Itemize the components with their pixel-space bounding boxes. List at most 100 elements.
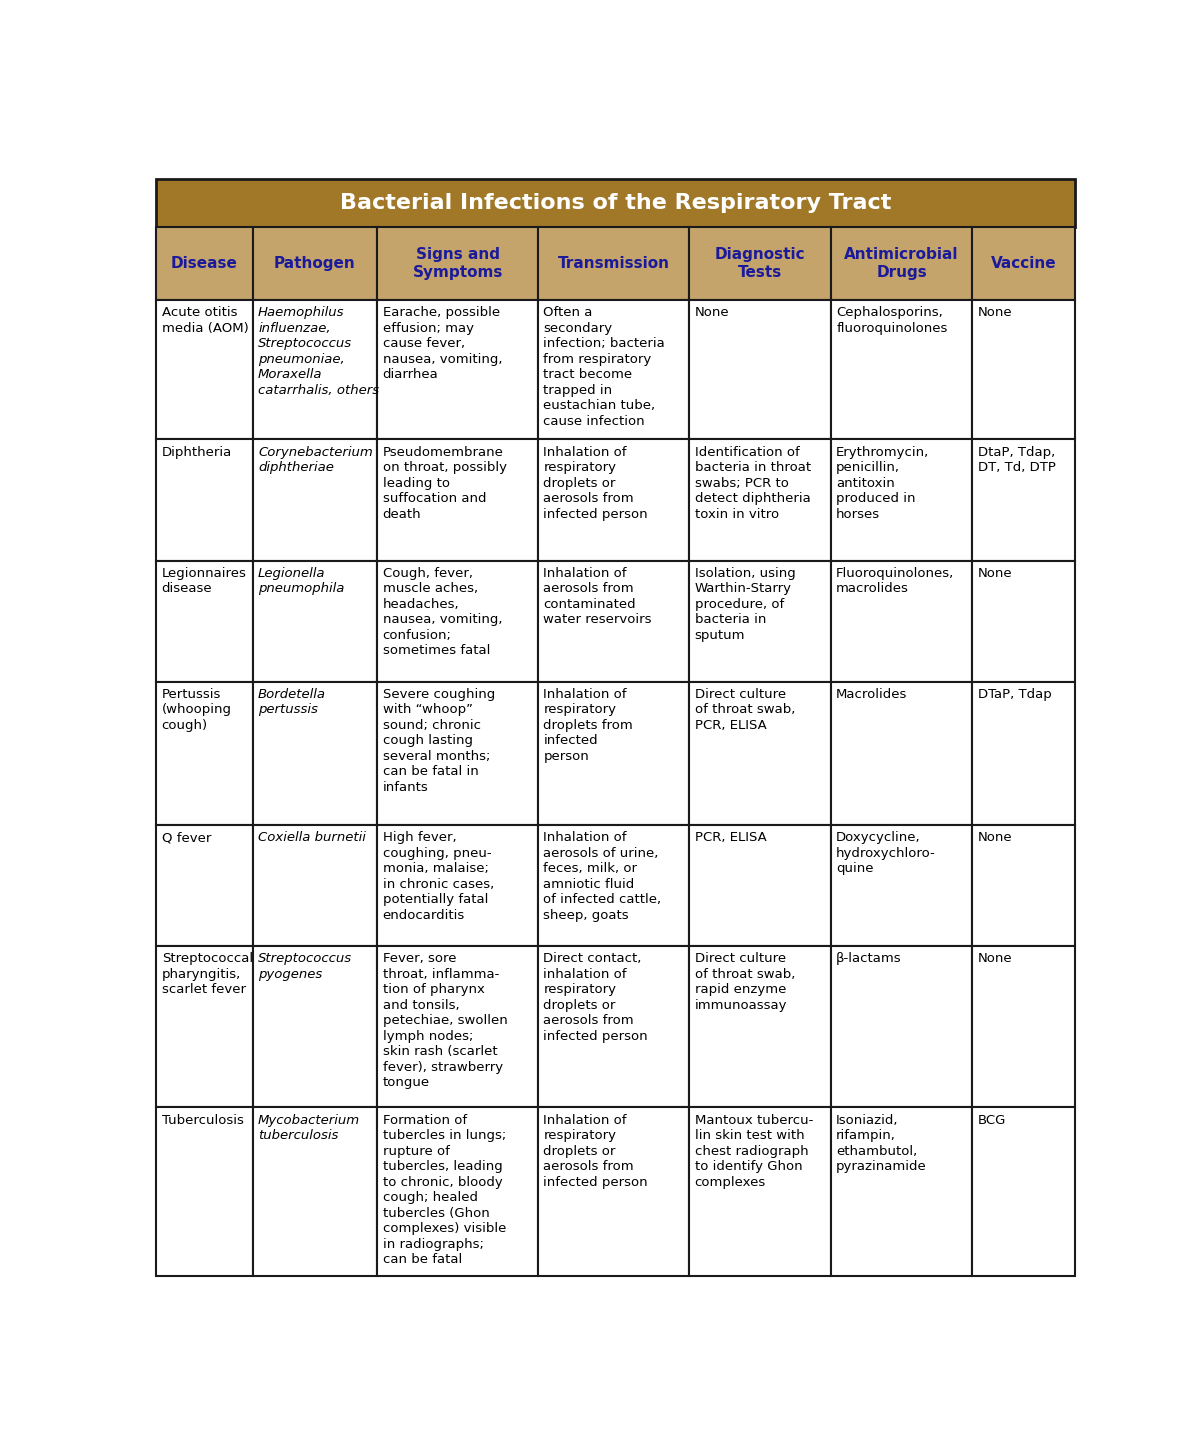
Bar xyxy=(252,561,377,682)
Text: Isolation, using
Warthin-Starry
procedure, of
bacteria in
sputum: Isolation, using Warthin-Starry procedur… xyxy=(694,566,795,641)
Bar xyxy=(156,561,252,682)
Text: Q fever: Q fever xyxy=(162,831,211,844)
Text: Fever, sore
throat, inflamma-
tion of pharynx
and tonsils,
petechiae, swollen
ly: Fever, sore throat, inflamma- tion of ph… xyxy=(383,953,508,1089)
Bar xyxy=(156,440,252,561)
Text: Mantoux tubercu-
lin skin test with
chest radiograph
to identify Ghon
complexes: Mantoux tubercu- lin skin test with ches… xyxy=(694,1114,813,1189)
Bar xyxy=(831,300,973,440)
Text: Diphtheria: Diphtheria xyxy=(162,445,232,458)
Text: Direct culture
of throat swab,
rapid enzyme
immunoassay: Direct culture of throat swab, rapid enz… xyxy=(694,953,795,1012)
Text: Signs and
Symptoms: Signs and Symptoms xyxy=(412,246,503,280)
Text: DTaP, Tdap: DTaP, Tdap xyxy=(978,687,1051,700)
Bar xyxy=(689,440,831,561)
Text: None: None xyxy=(978,953,1012,965)
Bar xyxy=(831,561,973,682)
Bar xyxy=(538,1108,689,1277)
Bar xyxy=(377,945,538,1108)
Bar xyxy=(377,1108,538,1277)
Text: High fever,
coughing, pneu-
monia, malaise;
in chronic cases,
potentially fatal
: High fever, coughing, pneu- monia, malai… xyxy=(383,831,494,921)
Text: Diagnostic
Tests: Diagnostic Tests xyxy=(715,246,806,280)
Text: Cough, fever,
muscle aches,
headaches,
nausea, vomiting,
confusion;
sometimes fa: Cough, fever, muscle aches, headaches, n… xyxy=(383,566,502,657)
Text: Isoniazid,
rifampin,
ethambutol,
pyrazinamide: Isoniazid, rifampin, ethambutol, pyrazin… xyxy=(836,1114,927,1173)
Bar xyxy=(538,300,689,440)
Bar xyxy=(252,226,377,300)
Bar xyxy=(156,682,252,824)
Bar xyxy=(377,300,538,440)
Text: Streptococcal
pharyngitis,
scarlet fever: Streptococcal pharyngitis, scarlet fever xyxy=(162,953,253,996)
Text: Severe coughing
with “whoop”
sound; chronic
cough lasting
several months;
can be: Severe coughing with “whoop” sound; chro… xyxy=(383,687,495,794)
Bar xyxy=(252,300,377,440)
Text: Doxycycline,
hydroxychloro-
quine: Doxycycline, hydroxychloro- quine xyxy=(836,831,936,875)
Bar xyxy=(689,300,831,440)
Bar xyxy=(831,1108,973,1277)
Bar xyxy=(538,945,689,1108)
Bar xyxy=(377,561,538,682)
Bar xyxy=(252,440,377,561)
Bar xyxy=(973,561,1075,682)
Bar xyxy=(252,945,377,1108)
Bar xyxy=(252,824,377,945)
Text: Formation of
tubercles in lungs;
rupture of
tubercles, leading
to chronic, blood: Formation of tubercles in lungs; rupture… xyxy=(383,1114,506,1267)
Bar xyxy=(973,824,1075,945)
Text: PCR, ELISA: PCR, ELISA xyxy=(694,831,766,844)
Bar xyxy=(689,945,831,1108)
Text: Bacterial Infections of the Respiratory Tract: Bacterial Infections of the Respiratory … xyxy=(340,193,891,213)
Text: Pathogen: Pathogen xyxy=(274,256,355,271)
Text: Tuberculosis: Tuberculosis xyxy=(162,1114,244,1127)
Bar xyxy=(538,824,689,945)
Bar xyxy=(156,824,252,945)
Bar xyxy=(973,945,1075,1108)
Text: Legionella
pneumophila: Legionella pneumophila xyxy=(258,566,345,595)
Text: Mycobacterium
tuberculosis: Mycobacterium tuberculosis xyxy=(258,1114,360,1143)
Text: Disease: Disease xyxy=(171,256,238,271)
Text: Coxiella burnetii: Coxiella burnetii xyxy=(258,831,366,844)
Bar xyxy=(156,226,252,300)
Text: Cephalosporins,
fluoroquinolones: Cephalosporins, fluoroquinolones xyxy=(836,305,948,334)
Text: Earache, possible
effusion; may
cause fever,
nausea, vomiting,
diarrhea: Earache, possible effusion; may cause fe… xyxy=(383,305,502,380)
Bar xyxy=(538,561,689,682)
Bar xyxy=(689,561,831,682)
Bar xyxy=(252,1108,377,1277)
Text: Antimicrobial
Drugs: Antimicrobial Drugs xyxy=(844,246,958,280)
Bar xyxy=(831,682,973,824)
Bar xyxy=(538,682,689,824)
Text: Corynebacterium
diphtheriae: Corynebacterium diphtheriae xyxy=(258,445,372,474)
Bar xyxy=(973,300,1075,440)
Text: Legionnaires
disease: Legionnaires disease xyxy=(162,566,246,595)
Bar xyxy=(831,824,973,945)
Text: None: None xyxy=(978,566,1012,579)
Bar xyxy=(973,440,1075,561)
Text: Haemophilus
influenzae,
Streptococcus
pneumoniae,
Moraxella
catarrhalis, others: Haemophilus influenzae, Streptococcus pn… xyxy=(258,305,380,396)
Bar xyxy=(689,824,831,945)
Text: BCG: BCG xyxy=(978,1114,1006,1127)
Text: Direct culture
of throat swab,
PCR, ELISA: Direct culture of throat swab, PCR, ELIS… xyxy=(694,687,795,732)
Bar xyxy=(377,824,538,945)
Text: None: None xyxy=(978,305,1012,318)
Bar xyxy=(831,226,973,300)
Bar xyxy=(973,682,1075,824)
Text: Inhalation of
respiratory
droplets from
infected
person: Inhalation of respiratory droplets from … xyxy=(543,687,633,762)
Text: Inhalation of
respiratory
droplets or
aerosols from
infected person: Inhalation of respiratory droplets or ae… xyxy=(543,445,649,520)
Bar xyxy=(377,226,538,300)
Text: Pseudomembrane
on throat, possibly
leading to
suffocation and
death: Pseudomembrane on throat, possibly leadi… xyxy=(383,445,507,520)
Bar xyxy=(689,1108,831,1277)
Text: Erythromycin,
penicillin,
antitoxin
produced in
horses: Erythromycin, penicillin, antitoxin prod… xyxy=(836,445,930,520)
Bar xyxy=(156,945,252,1108)
Bar xyxy=(538,440,689,561)
Text: Macrolides: Macrolides xyxy=(836,687,908,700)
Text: Pertussis
(whooping
cough): Pertussis (whooping cough) xyxy=(162,687,232,732)
Bar xyxy=(689,682,831,824)
Text: Inhalation of
aerosols from
contaminated
water reservoirs: Inhalation of aerosols from contaminated… xyxy=(543,566,652,627)
Text: None: None xyxy=(978,831,1012,844)
Text: Streptococcus
pyogenes: Streptococcus pyogenes xyxy=(258,953,352,981)
Text: Bordetella
pertussis: Bordetella pertussis xyxy=(258,687,327,716)
Bar xyxy=(156,300,252,440)
Bar xyxy=(973,226,1075,300)
Text: Identification of
bacteria in throat
swabs; PCR to
detect diphtheria
toxin in vi: Identification of bacteria in throat swa… xyxy=(694,445,811,520)
Bar xyxy=(689,226,831,300)
Text: None: None xyxy=(694,305,729,318)
Text: Vaccine: Vaccine xyxy=(991,256,1056,271)
Text: DtaP, Tdap,
DT, Td, DTP: DtaP, Tdap, DT, Td, DTP xyxy=(978,445,1056,474)
Bar xyxy=(831,945,973,1108)
Bar xyxy=(831,440,973,561)
Bar xyxy=(377,440,538,561)
